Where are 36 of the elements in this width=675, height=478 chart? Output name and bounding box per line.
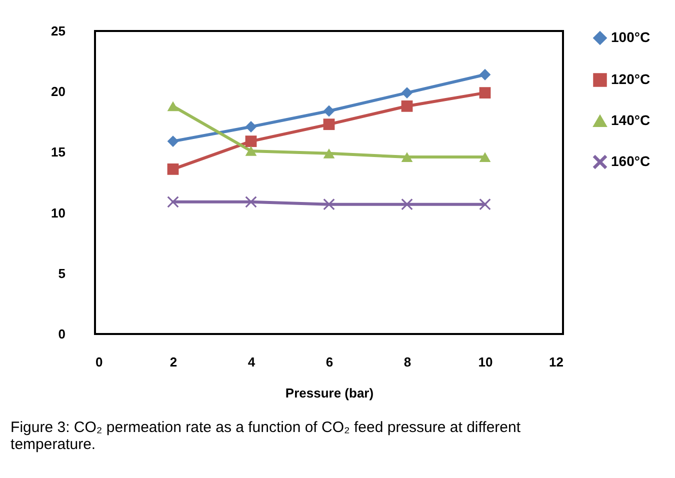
y-tick-label: 5: [58, 266, 66, 281]
point: [401, 87, 413, 99]
point: [401, 100, 413, 112]
x-axis-title: Pressure (bar): [285, 386, 374, 400]
point: [323, 105, 335, 117]
y-tick-label: 0: [58, 326, 66, 342]
point: [245, 196, 257, 208]
legend-label: 160°C: [611, 153, 650, 169]
point: [323, 118, 335, 130]
point: [167, 196, 179, 208]
x-tick-label: 10: [478, 354, 493, 370]
point: [245, 136, 257, 147]
y-tick-label: 15: [51, 144, 66, 160]
point: [245, 146, 257, 156]
y-tick-label: 25: [51, 24, 66, 38]
point: [479, 152, 491, 162]
legend-label: 120°C: [611, 71, 650, 87]
x-tick-label: 4: [248, 354, 256, 370]
point: [167, 163, 179, 175]
point: [245, 121, 257, 132]
x-tick-label: 12: [549, 354, 564, 370]
point: [167, 136, 179, 147]
y-tick-label: 10: [51, 205, 66, 220]
legend-label: 140°C: [611, 112, 650, 128]
x-tick-label: 6: [326, 354, 334, 370]
y-tick-label: 20: [51, 84, 66, 100]
x-tick-label: 0: [96, 354, 103, 370]
point: [323, 148, 335, 158]
x-tick-label: 2: [170, 354, 178, 370]
point: [167, 101, 179, 112]
point: [479, 87, 491, 99]
point: [479, 68, 491, 80]
x-tick-label: 8: [404, 354, 412, 370]
legend-label: 100°C: [611, 29, 650, 45]
point: [401, 152, 413, 162]
caption: Figure 3: CO₂ permeation rate as a function of CO₂ feed pressure at different temperature.: [10, 419, 522, 453]
